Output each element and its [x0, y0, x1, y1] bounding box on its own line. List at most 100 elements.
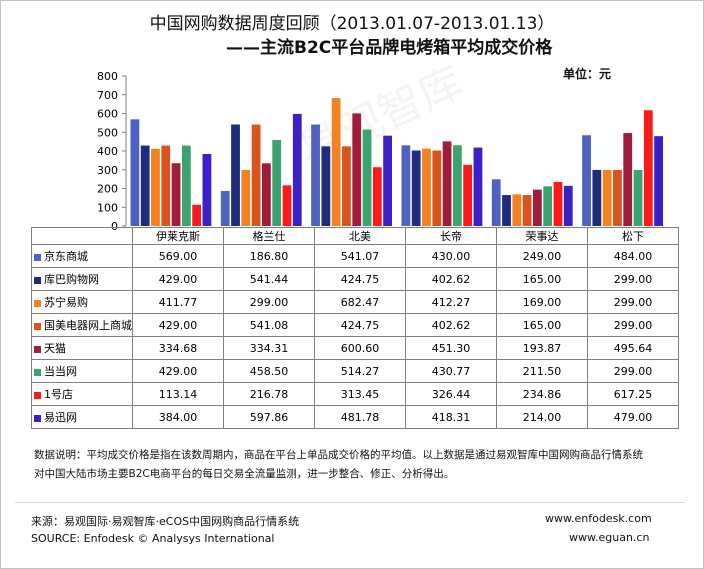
series-name-cell: 国美电器网上商城	[31, 313, 133, 337]
bar	[452, 145, 462, 226]
bar	[372, 167, 382, 226]
category-label: 格兰仕	[223, 227, 315, 245]
value-cell: 451.30	[405, 336, 497, 360]
bar	[171, 163, 181, 226]
bar	[522, 195, 532, 226]
source-en: SOURCE: Enfodesk © Analysys Internationa…	[31, 532, 275, 545]
value-cell: 412.27	[405, 290, 497, 314]
bar	[161, 145, 171, 226]
series-name-cell: 1号店	[31, 382, 133, 406]
value-cell: 479.00	[587, 405, 679, 429]
chart-bars	[130, 98, 663, 226]
bar	[463, 164, 473, 226]
series-name: 1号店	[44, 388, 73, 401]
value-cell: 402.62	[405, 267, 497, 291]
bar	[231, 124, 240, 226]
value-cell: 299.00	[587, 313, 679, 337]
table-row: 库巴购物网 429.00 541.44 424.75 402.62 165.00 299.0…	[31, 267, 679, 291]
value-cell: 430.77	[405, 359, 497, 383]
bar	[272, 140, 282, 226]
bar	[411, 150, 421, 226]
legend-swatch	[34, 414, 41, 422]
series-name: 库巴购物网	[44, 273, 99, 286]
bar	[251, 124, 261, 226]
value-cell: 299.00	[223, 290, 315, 314]
bar	[202, 154, 212, 226]
bar	[623, 133, 633, 226]
bar	[613, 169, 622, 226]
bar	[362, 129, 372, 226]
series-name: 易迅网	[44, 411, 77, 424]
table-header-row: 伊莱克斯 格兰仕 北美 长帝 荣事达 松下	[31, 227, 679, 245]
value-cell: 165.00	[496, 267, 588, 291]
y-tick-label: 300	[97, 164, 118, 177]
chart-subtitle: ——主流B2C平台品牌电烤箱平均成交价格	[226, 38, 553, 58]
table-row: 天猫 334.68 334.31 600.60 451.30 193.87 495.64	[31, 336, 679, 360]
value-cell: 569.00	[132, 244, 224, 268]
table-corner-cell	[31, 227, 133, 245]
note-line-2: 对中国大陆市场主要B2C电商平台的每日交易全流量监测，进一步整合、修正、分析得出…	[34, 468, 455, 480]
value-cell: 429.00	[132, 267, 224, 291]
bar	[633, 169, 643, 226]
series-name-cell: 京东商城	[31, 244, 133, 268]
bar	[401, 145, 411, 226]
table-row: 当当网 429.00 458.50 514.27 430.77 211.50 299.00	[31, 359, 679, 383]
data-table: 伊莱克斯 格兰仕 北美 长帝 荣事达 松下 京东商城 569.00 186.80 541.07 43…	[31, 227, 679, 429]
value-cell: 458.50	[223, 359, 315, 383]
series-name: 京东商城	[44, 250, 88, 263]
bar	[192, 204, 202, 226]
series-name-cell: 库巴购物网	[31, 267, 133, 291]
value-cell: 514.27	[314, 359, 406, 383]
value-cell: 682.47	[314, 290, 406, 314]
table-row: 苏宁易购 411.77 299.00 682.47 412.27 169.00 299.00	[31, 290, 679, 314]
bar	[442, 141, 452, 226]
value-cell: 402.62	[405, 313, 497, 337]
value-cell: 429.00	[132, 359, 224, 383]
y-tick-label: 600	[97, 108, 118, 121]
y-tick-label: 700	[97, 89, 118, 102]
value-cell: 326.44	[405, 382, 497, 406]
value-cell: 249.00	[496, 244, 588, 268]
bar	[331, 98, 341, 226]
legend-swatch	[34, 253, 41, 261]
value-cell: 411.77	[132, 290, 224, 314]
y-tick-label: 400	[97, 145, 118, 158]
value-cell: 484.00	[587, 244, 679, 268]
source-cn: 来源：易观国际·易观智库·eCOS中国网购商品行情系统	[31, 515, 300, 528]
value-cell: 234.86	[496, 382, 588, 406]
value-cell: 113.14	[132, 382, 224, 406]
bar	[311, 124, 320, 226]
bar	[473, 147, 483, 226]
series-name: 国美电器网上商城	[44, 319, 132, 332]
bar	[592, 169, 602, 226]
value-cell: 424.75	[314, 267, 406, 291]
value-cell: 600.60	[314, 336, 406, 360]
series-name-cell: 当当网	[31, 359, 133, 383]
bar	[602, 169, 612, 226]
legend-swatch	[34, 368, 41, 376]
series-name: 当当网	[44, 365, 77, 378]
data-note: 数据说明：平均成交价格是指在该数周期内，商品在平台上单品成交价格的平均值。以上数…	[34, 446, 684, 484]
value-cell: 617.25	[587, 382, 679, 406]
table-row: 国美电器网上商城 429.00 541.08 424.75 402.62 165.00 29…	[31, 313, 679, 337]
category-label: 荣事达	[496, 227, 588, 245]
value-cell: 214.00	[496, 405, 588, 429]
source-url-2: www.eguan.cn	[569, 531, 650, 544]
bar	[432, 150, 442, 226]
y-tick-label: 200	[97, 183, 118, 196]
bar	[533, 189, 542, 226]
value-cell: 334.68	[132, 336, 224, 360]
legend-swatch	[34, 322, 41, 330]
bar	[220, 190, 230, 226]
value-cell: 299.00	[587, 290, 679, 314]
bar	[491, 179, 501, 226]
category-label: 北美	[314, 227, 406, 245]
value-cell: 165.00	[496, 313, 588, 337]
value-cell: 541.08	[223, 313, 315, 337]
value-cell: 541.44	[223, 267, 315, 291]
series-name-cell: 天猫	[31, 336, 133, 360]
bar	[181, 145, 191, 226]
value-cell: 424.75	[314, 313, 406, 337]
bar	[292, 113, 302, 226]
bar	[352, 113, 362, 226]
